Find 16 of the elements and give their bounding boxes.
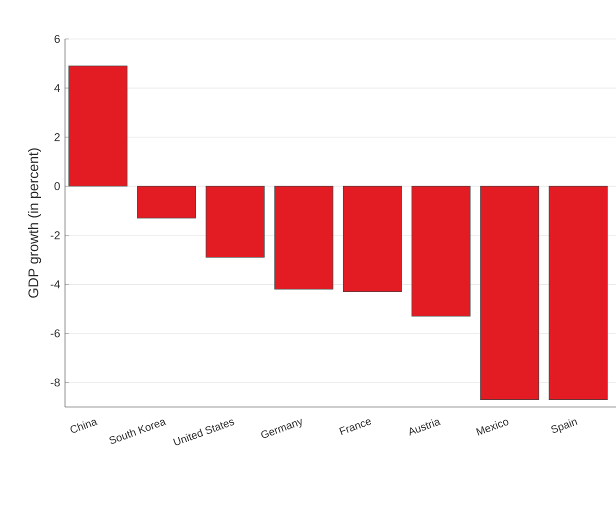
y-tick-label: 6	[54, 34, 60, 43]
x-tick-label: South Korea	[109, 420, 166, 444]
x-tick-label: Spain	[551, 419, 578, 434]
y-tick-label: -4	[50, 280, 60, 288]
y-axis-title: GDP growth (in percent)	[28, 148, 42, 298]
y-tick-label: 2	[54, 133, 60, 142]
y-tick-label: -6	[50, 329, 60, 338]
x-tick-label: Mexico	[476, 420, 508, 436]
y-tick-label: 4	[54, 84, 60, 92]
x-tick-label: France	[339, 419, 372, 435]
y-tick-label: -8	[50, 378, 60, 386]
x-tick-label: China	[70, 420, 98, 433]
x-tick-label: United States	[173, 420, 234, 446]
y-tick-label: -2	[50, 231, 60, 240]
x-tick-label: Austria	[410, 419, 441, 436]
y-tick-label: 0	[54, 182, 60, 190]
